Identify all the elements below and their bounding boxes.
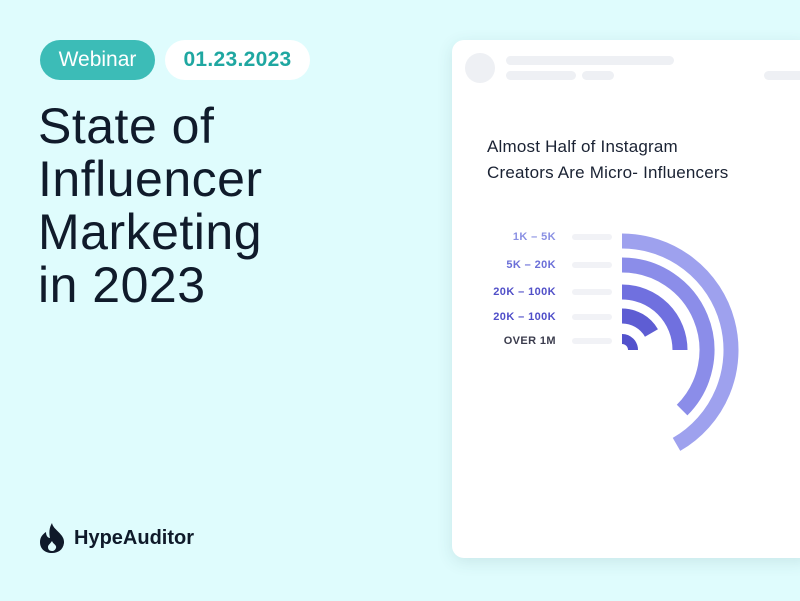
webinar-badge: Webinar: [40, 40, 155, 80]
brand-logo: HypeAuditor: [38, 522, 194, 554]
card-title-line-1: Almost Half of Instagram: [487, 137, 678, 156]
range-label-3: 20K – 100K: [493, 286, 556, 298]
title-line-2: Influencer: [38, 151, 263, 207]
radial-arcs: [621, 233, 739, 451]
arc-2: [621, 257, 715, 416]
title-line-3: Marketing: [38, 204, 263, 260]
range-label-1: 1K – 5K: [512, 231, 556, 243]
page-title: State of Influencer Marketing in 2023: [38, 100, 263, 312]
date-badge: 01.23.2023: [165, 40, 310, 80]
placeholder-line-3: [582, 71, 614, 80]
arc-4: [621, 308, 658, 338]
title-line-4: in 2023: [38, 257, 206, 313]
label-track-3: [572, 289, 612, 295]
infographic-card: Almost Half of Instagram Creators Are Mi…: [452, 40, 800, 558]
placeholder-line-4: [764, 71, 800, 80]
label-track-1: [572, 234, 612, 240]
placeholder-line-2: [506, 71, 576, 80]
avatar-placeholder: [465, 53, 495, 83]
label-track-4: [572, 314, 612, 320]
card-title-line-2: Creators Are Micro- Influencers: [487, 163, 729, 182]
card-title: Almost Half of Instagram Creators Are Mi…: [487, 134, 728, 186]
label-track-5: [572, 338, 612, 344]
arc-1: [621, 233, 739, 451]
title-line-1: State of: [38, 98, 215, 154]
label-track-2: [572, 262, 612, 268]
range-label-5: OVER 1M: [503, 335, 556, 347]
placeholder-line-1: [506, 56, 674, 65]
card-graphic: [465, 53, 800, 451]
range-label-2: 5K – 20K: [506, 259, 556, 271]
flame-icon: [40, 523, 65, 553]
range-label-4: 20K – 100K: [493, 311, 556, 323]
arc-5: [621, 334, 638, 351]
arc-3: [621, 284, 688, 351]
brand-name: HypeAuditor: [74, 526, 194, 549]
